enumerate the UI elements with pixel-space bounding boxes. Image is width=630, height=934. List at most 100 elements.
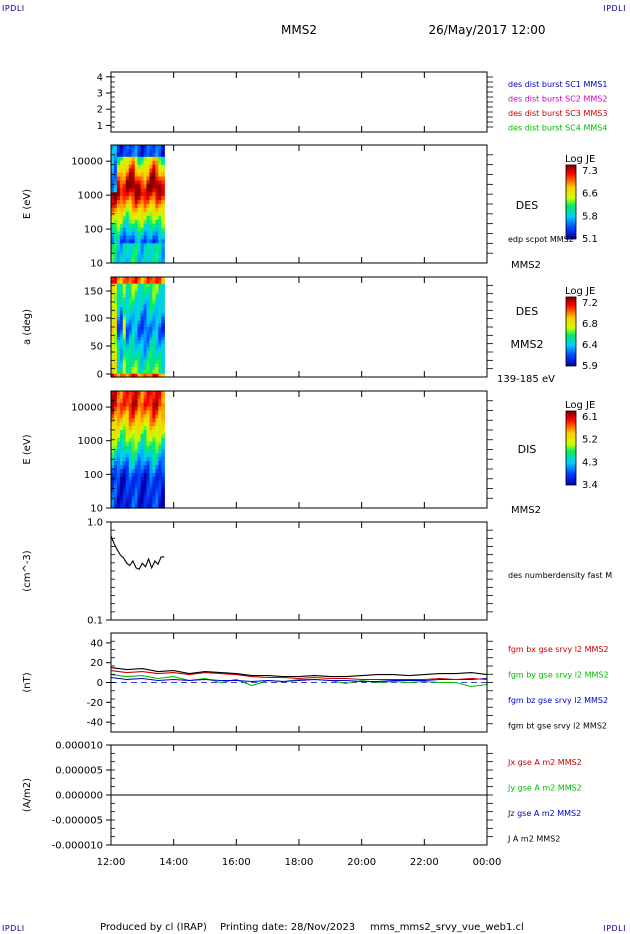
ytick-label-dis-energy: 100 [84, 470, 103, 481]
heatmap-cell [131, 340, 136, 345]
heatmap-cell [116, 357, 121, 361]
heatmap-cell [128, 418, 133, 423]
heatmap-cell [119, 184, 124, 189]
heatmap-cell [149, 484, 154, 490]
heatmap-cell [122, 504, 127, 509]
heatmap-cell [158, 156, 162, 162]
heatmap-cell [155, 457, 159, 462]
legend-bfield-2: fgm bz gse srvy l2 MMS2 [508, 696, 608, 705]
heatmap-cell [134, 484, 139, 490]
heatmap-cell [137, 307, 142, 311]
heatmap-cell [140, 317, 145, 321]
heatmap-cell [158, 391, 162, 396]
heatmap-cell [122, 453, 127, 458]
heatmap-cell [119, 406, 124, 412]
heatmap-cell [131, 303, 136, 308]
heatmap-cell [128, 504, 133, 509]
heatmap-cell [146, 313, 151, 318]
heatmap-cell [161, 152, 165, 158]
heatmap-cell [111, 188, 115, 193]
heatmap-cell [152, 418, 156, 423]
heatmap-cell [114, 223, 118, 229]
heatmap-cell [161, 449, 165, 454]
heatmap-cell [149, 300, 154, 305]
heatmap-cell [131, 357, 136, 361]
heatmap-cell [128, 152, 133, 158]
time-tick-label: 18:00 [285, 857, 314, 868]
heatmap-cell [128, 160, 133, 166]
heatmap-cell [146, 280, 151, 285]
heatmap-cell [143, 247, 148, 252]
heatmap-cell [131, 337, 136, 341]
heatmap-cell [140, 437, 145, 443]
ylabel-current: (A/m2) [22, 778, 33, 812]
heatmap-cell [158, 277, 162, 281]
heatmap-cell [128, 437, 133, 443]
heatmap-cell [161, 391, 165, 396]
heatmap-cell [155, 192, 159, 197]
ytick-label-current: 0.000010 [55, 741, 103, 752]
heatmap-cell [134, 357, 139, 361]
heatmap-cell [128, 402, 133, 408]
heatmap-cell [155, 394, 159, 400]
heatmap-cell [125, 293, 130, 298]
heatmap-cell [146, 445, 151, 451]
heatmap-cell [161, 207, 165, 213]
heatmap-cell [155, 414, 159, 419]
heatmap-cell [131, 469, 136, 474]
heatmap-cell [131, 211, 136, 217]
heatmap-cell [114, 357, 118, 361]
heatmap-cell [140, 391, 145, 396]
heatmap-cell [158, 297, 162, 301]
heatmap-cell [143, 457, 148, 462]
heatmap-cell [161, 469, 165, 474]
heatmap-cell [114, 373, 118, 378]
heatmap-cell [149, 148, 154, 154]
heatmap-cell [131, 200, 136, 205]
heatmap-cell [161, 492, 165, 497]
heatmap-cell [119, 445, 124, 451]
heatmap-cell [158, 363, 162, 368]
heatmap-cell [161, 445, 165, 451]
colorbar-tick-des-pitch: 6.8 [582, 319, 598, 330]
heatmap-cell [143, 441, 148, 447]
heatmap-cell [158, 398, 162, 404]
heatmap-cell [111, 148, 115, 154]
heatmap-cell [116, 255, 121, 260]
heatmap-cell [122, 373, 127, 378]
heatmap-cell [149, 500, 154, 505]
heatmap-cell [149, 333, 154, 338]
heatmap-cell [137, 317, 142, 321]
heatmap-cell [161, 317, 165, 321]
heatmap-cell [158, 330, 162, 335]
heatmap-cell [131, 500, 136, 505]
heatmap-cell [134, 255, 139, 260]
heatmap-cell [152, 433, 156, 439]
heatmap-cell [128, 300, 133, 305]
heatmap-cell [137, 360, 142, 365]
heatmap-cell [116, 204, 121, 209]
heatmap-cell [122, 347, 127, 351]
heatmap-cell [134, 343, 139, 348]
heatmap-cell [137, 211, 142, 217]
heatmap-cell [158, 340, 162, 345]
heatmap-cell [128, 367, 133, 371]
heatmap-cell [143, 367, 148, 371]
time-tick-label: 16:00 [222, 857, 251, 868]
heatmap-cell [152, 287, 156, 291]
heatmap-cell [131, 488, 136, 493]
heatmap-cell [134, 488, 139, 493]
heatmap-cell [161, 437, 165, 443]
heatmap-cell [116, 180, 121, 185]
heatmap-cell [114, 313, 118, 318]
heatmap-cell [114, 327, 118, 331]
heatmap-cell [111, 207, 115, 213]
heatmap-cell [111, 469, 115, 474]
heatmap-cell [119, 196, 124, 201]
heatmap-cell [134, 293, 139, 298]
heatmap-cell [122, 243, 127, 248]
heatmap-cell [146, 196, 151, 201]
heatmap-cell [152, 476, 156, 482]
heatmap-cell [152, 402, 156, 408]
heatmap-cell [155, 219, 159, 225]
